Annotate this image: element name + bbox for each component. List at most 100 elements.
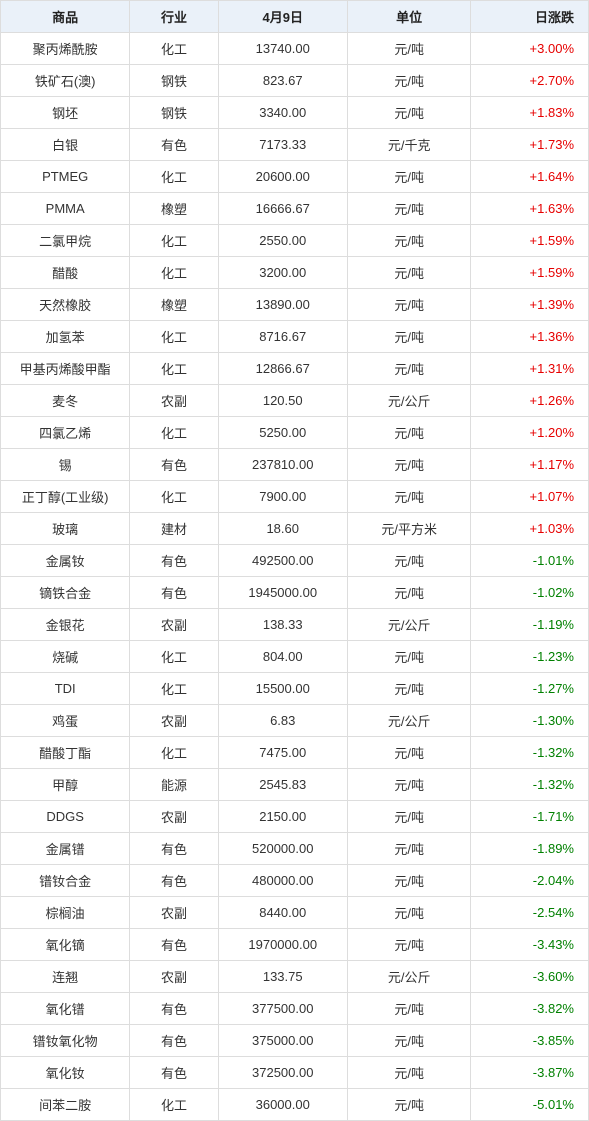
cell-change: +1.17% xyxy=(471,449,589,481)
cell-change: +1.73% xyxy=(471,129,589,161)
cell-unit: 元/吨 xyxy=(347,417,470,449)
cell-product: 甲醇 xyxy=(1,769,130,801)
cell-product: 金属钕 xyxy=(1,545,130,577)
table-row: 金属镨有色520000.00元/吨-1.89% xyxy=(1,833,589,865)
cell-unit: 元/吨 xyxy=(347,1025,470,1057)
table-row: 棕榈油农副8440.00元/吨-2.54% xyxy=(1,897,589,929)
cell-price: 18.60 xyxy=(218,513,347,545)
cell-change: +1.39% xyxy=(471,289,589,321)
cell-price: 13740.00 xyxy=(218,33,347,65)
cell-price: 377500.00 xyxy=(218,993,347,1025)
cell-product: 鸡蛋 xyxy=(1,705,130,737)
cell-price: 3340.00 xyxy=(218,97,347,129)
cell-price: 16666.67 xyxy=(218,193,347,225)
table-row: 氧化钕有色372500.00元/吨-3.87% xyxy=(1,1057,589,1089)
cell-product: 镝铁合金 xyxy=(1,577,130,609)
cell-price: 8440.00 xyxy=(218,897,347,929)
cell-price: 2545.83 xyxy=(218,769,347,801)
table-row: 醋酸丁酯化工7475.00元/吨-1.32% xyxy=(1,737,589,769)
cell-unit: 元/平方米 xyxy=(347,513,470,545)
cell-change: +1.59% xyxy=(471,225,589,257)
table-row: 氧化镨有色377500.00元/吨-3.82% xyxy=(1,993,589,1025)
cell-price: 237810.00 xyxy=(218,449,347,481)
cell-change: +1.26% xyxy=(471,385,589,417)
cell-price: 12866.67 xyxy=(218,353,347,385)
cell-industry: 钢铁 xyxy=(130,97,218,129)
col-header-industry: 行业 xyxy=(130,1,218,33)
cell-change: -2.54% xyxy=(471,897,589,929)
cell-industry: 化工 xyxy=(130,161,218,193)
cell-unit: 元/吨 xyxy=(347,449,470,481)
cell-industry: 有色 xyxy=(130,545,218,577)
cell-change: -1.32% xyxy=(471,737,589,769)
cell-unit: 元/吨 xyxy=(347,833,470,865)
cell-unit: 元/吨 xyxy=(347,193,470,225)
cell-change: -1.71% xyxy=(471,801,589,833)
cell-unit: 元/吨 xyxy=(347,865,470,897)
cell-change: -2.04% xyxy=(471,865,589,897)
cell-product: 麦冬 xyxy=(1,385,130,417)
cell-industry: 农副 xyxy=(130,897,218,929)
cell-change: +1.64% xyxy=(471,161,589,193)
cell-product: 玻璃 xyxy=(1,513,130,545)
cell-change: -3.82% xyxy=(471,993,589,1025)
cell-product: 镨钕合金 xyxy=(1,865,130,897)
cell-unit: 元/吨 xyxy=(347,97,470,129)
cell-unit: 元/吨 xyxy=(347,641,470,673)
cell-product: 间苯二胺 xyxy=(1,1089,130,1121)
col-header-change: 日涨跌 xyxy=(471,1,589,33)
cell-unit: 元/吨 xyxy=(347,65,470,97)
cell-product: DDGS xyxy=(1,801,130,833)
cell-change: -1.89% xyxy=(471,833,589,865)
cell-industry: 农副 xyxy=(130,705,218,737)
cell-price: 7173.33 xyxy=(218,129,347,161)
table-row: 镨钕合金有色480000.00元/吨-2.04% xyxy=(1,865,589,897)
table-row: 加氢苯化工8716.67元/吨+1.36% xyxy=(1,321,589,353)
table-row: 金银花农副138.33元/公斤-1.19% xyxy=(1,609,589,641)
cell-change: +1.59% xyxy=(471,257,589,289)
cell-unit: 元/吨 xyxy=(347,929,470,961)
table-row: DDGS农副2150.00元/吨-1.71% xyxy=(1,801,589,833)
cell-industry: 有色 xyxy=(130,129,218,161)
cell-industry: 有色 xyxy=(130,993,218,1025)
cell-change: +1.31% xyxy=(471,353,589,385)
cell-industry: 化工 xyxy=(130,417,218,449)
cell-unit: 元/吨 xyxy=(347,673,470,705)
cell-unit: 元/吨 xyxy=(347,321,470,353)
cell-product: 白银 xyxy=(1,129,130,161)
cell-product: 氧化镝 xyxy=(1,929,130,961)
cell-unit: 元/吨 xyxy=(347,1057,470,1089)
cell-product: 四氯乙烯 xyxy=(1,417,130,449)
cell-price: 133.75 xyxy=(218,961,347,993)
table-row: 天然橡胶橡塑13890.00元/吨+1.39% xyxy=(1,289,589,321)
cell-change: +1.07% xyxy=(471,481,589,513)
cell-price: 492500.00 xyxy=(218,545,347,577)
cell-change: +1.83% xyxy=(471,97,589,129)
table-row: 铁矿石(澳)钢铁823.67元/吨+2.70% xyxy=(1,65,589,97)
cell-unit: 元/公斤 xyxy=(347,705,470,737)
table-row: 氧化镝有色1970000.00元/吨-3.43% xyxy=(1,929,589,961)
cell-unit: 元/吨 xyxy=(347,545,470,577)
table-row: 连翘农副133.75元/公斤-3.60% xyxy=(1,961,589,993)
table-row: 鸡蛋农副6.83元/公斤-1.30% xyxy=(1,705,589,737)
cell-industry: 有色 xyxy=(130,449,218,481)
cell-price: 2150.00 xyxy=(218,801,347,833)
cell-industry: 化工 xyxy=(130,1089,218,1121)
cell-price: 138.33 xyxy=(218,609,347,641)
cell-industry: 农副 xyxy=(130,385,218,417)
cell-price: 7475.00 xyxy=(218,737,347,769)
cell-unit: 元/公斤 xyxy=(347,385,470,417)
cell-product: 天然橡胶 xyxy=(1,289,130,321)
cell-unit: 元/吨 xyxy=(347,353,470,385)
cell-change: -1.01% xyxy=(471,545,589,577)
cell-unit: 元/吨 xyxy=(347,801,470,833)
table-header: 商品 行业 4月9日 单位 日涨跌 xyxy=(1,1,589,33)
cell-industry: 有色 xyxy=(130,865,218,897)
cell-change: -5.01% xyxy=(471,1089,589,1121)
cell-change: -3.43% xyxy=(471,929,589,961)
cell-change: +1.63% xyxy=(471,193,589,225)
cell-price: 120.50 xyxy=(218,385,347,417)
cell-unit: 元/吨 xyxy=(347,993,470,1025)
cell-product: 钢坯 xyxy=(1,97,130,129)
cell-industry: 有色 xyxy=(130,577,218,609)
